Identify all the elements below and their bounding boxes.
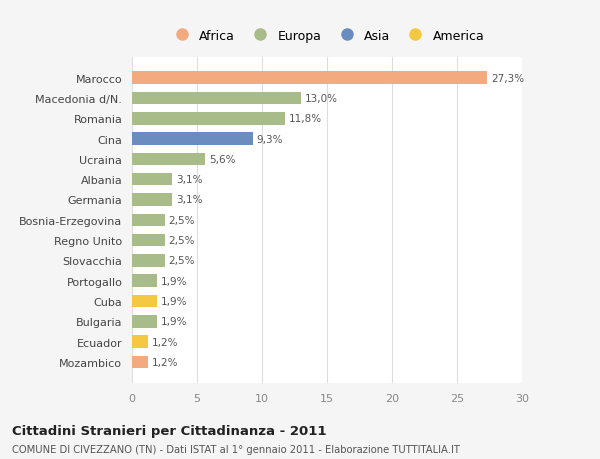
Text: 1,9%: 1,9% [161,276,187,286]
Bar [132,336,148,348]
Bar [132,72,487,85]
Bar [132,214,164,227]
Bar [132,153,205,166]
Text: 3,1%: 3,1% [176,175,203,185]
Bar [132,92,301,105]
Text: 2,5%: 2,5% [169,215,195,225]
Text: 11,8%: 11,8% [289,114,322,124]
Bar [132,356,148,369]
Bar [132,174,172,186]
Text: 3,1%: 3,1% [176,195,203,205]
Bar [132,234,164,247]
Bar [132,113,286,125]
Text: 2,5%: 2,5% [169,256,195,266]
Text: 1,9%: 1,9% [161,297,187,306]
Bar [132,133,253,146]
Text: 13,0%: 13,0% [305,94,338,104]
Legend: Africa, Europa, Asia, America: Africa, Europa, Asia, America [164,24,490,47]
Text: 5,6%: 5,6% [209,155,235,164]
Bar [132,295,157,308]
Text: 9,3%: 9,3% [257,134,283,144]
Bar [132,315,157,328]
Text: 1,2%: 1,2% [151,337,178,347]
Text: Cittadini Stranieri per Cittadinanza - 2011: Cittadini Stranieri per Cittadinanza - 2… [12,425,326,437]
Bar [132,194,172,207]
Bar [132,255,164,267]
Text: 1,9%: 1,9% [161,317,187,327]
Text: 2,5%: 2,5% [169,235,195,246]
Text: 1,2%: 1,2% [151,357,178,367]
Text: COMUNE DI CIVEZZANO (TN) - Dati ISTAT al 1° gennaio 2011 - Elaborazione TUTTITAL: COMUNE DI CIVEZZANO (TN) - Dati ISTAT al… [12,444,460,454]
Text: 27,3%: 27,3% [491,73,524,84]
Bar [132,275,157,287]
